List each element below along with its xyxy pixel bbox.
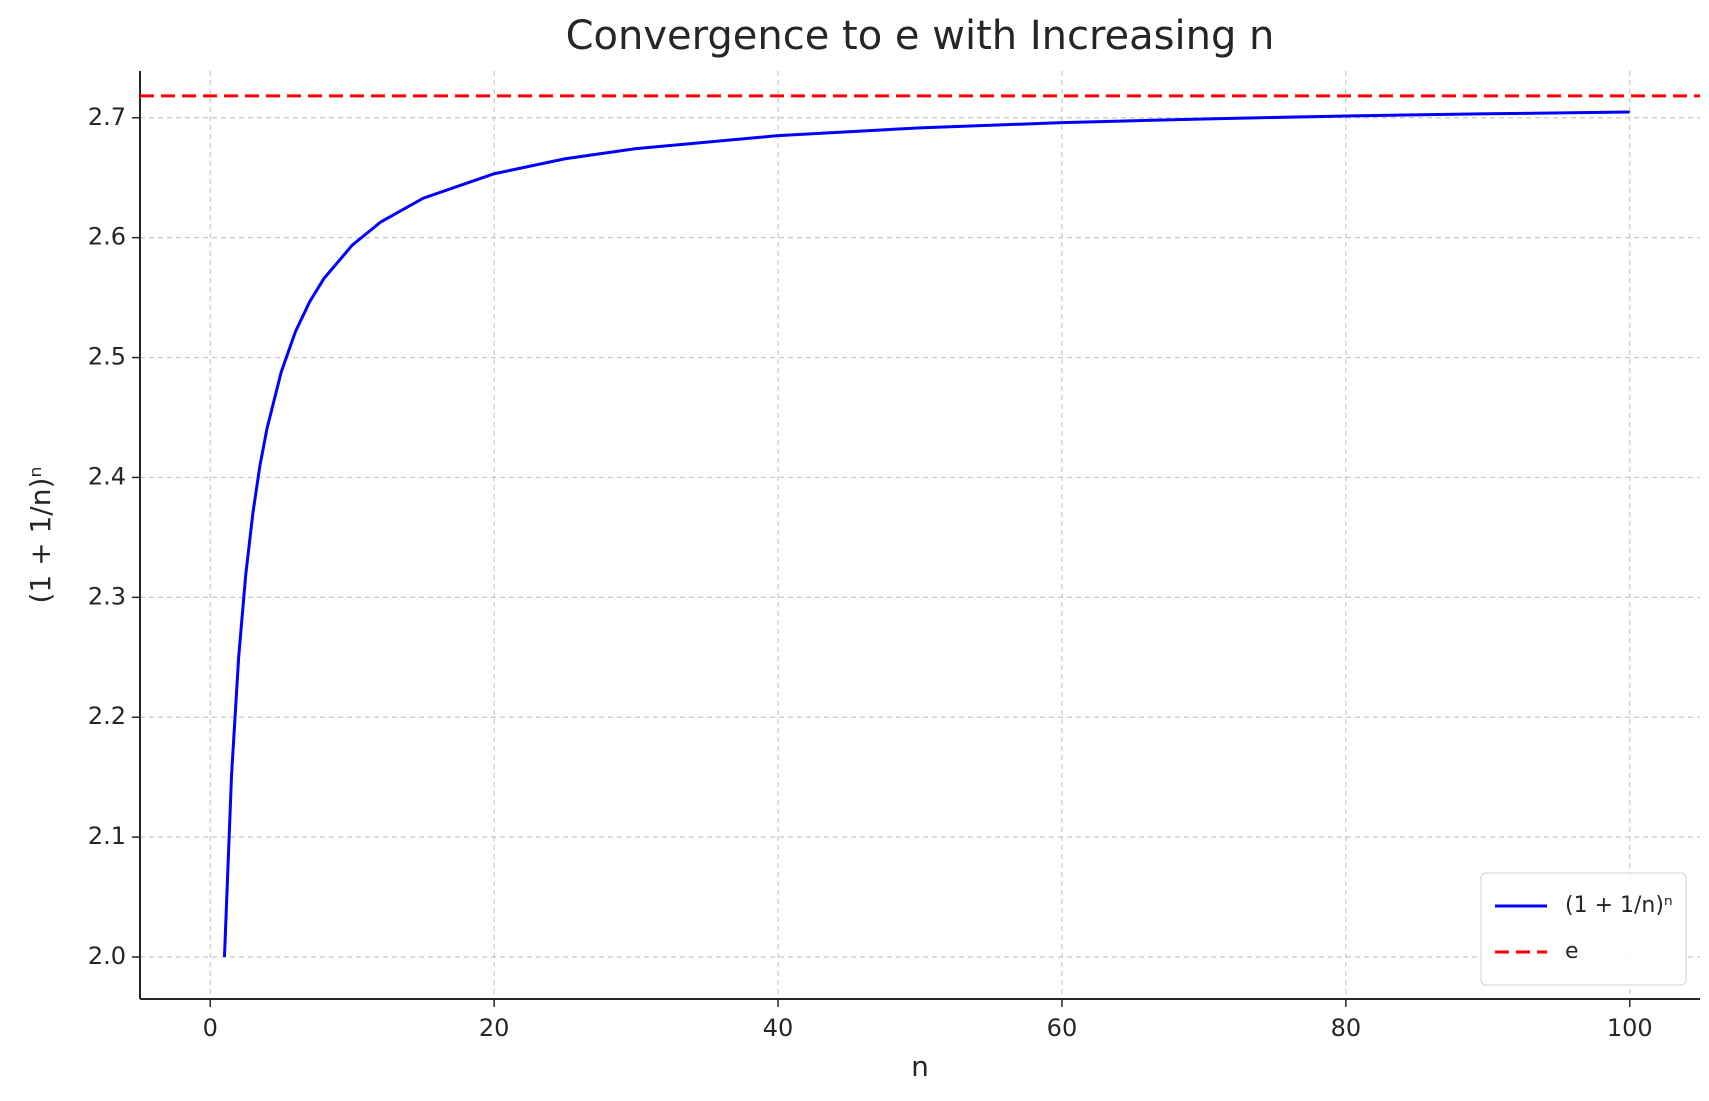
- legend-label: e: [1565, 939, 1579, 964]
- y-axis-label: (1 + 1/n)ⁿ: [24, 466, 57, 603]
- data-line: [222, 110, 1630, 958]
- y-tick-label: 2.4: [88, 462, 126, 490]
- x-tick-label: 40: [763, 1014, 794, 1042]
- y-tick-label: 2.5: [88, 343, 126, 371]
- y-tick-label: 2.6: [88, 223, 126, 251]
- x-axis-label: n: [911, 1050, 929, 1083]
- chart-title: Convergence to e with Increasing n: [566, 13, 1275, 59]
- y-tick-label: 2.7: [88, 103, 126, 131]
- x-tick-label: 100: [1607, 1014, 1653, 1042]
- x-tick-label: 20: [479, 1014, 510, 1042]
- legend-box: [1480, 872, 1687, 986]
- legend-label: (1 + 1/n)ⁿ: [1565, 893, 1673, 918]
- y-tick-label: 2.0: [88, 942, 126, 970]
- x-tick-label: 80: [1331, 1014, 1362, 1042]
- x-tick-label: 0: [203, 1014, 218, 1042]
- y-tick-label: 2.1: [88, 822, 126, 850]
- x-tick-label: 60: [1047, 1014, 1078, 1042]
- y-tick-label: 2.2: [88, 702, 126, 730]
- y-tick-label: 2.3: [88, 582, 126, 610]
